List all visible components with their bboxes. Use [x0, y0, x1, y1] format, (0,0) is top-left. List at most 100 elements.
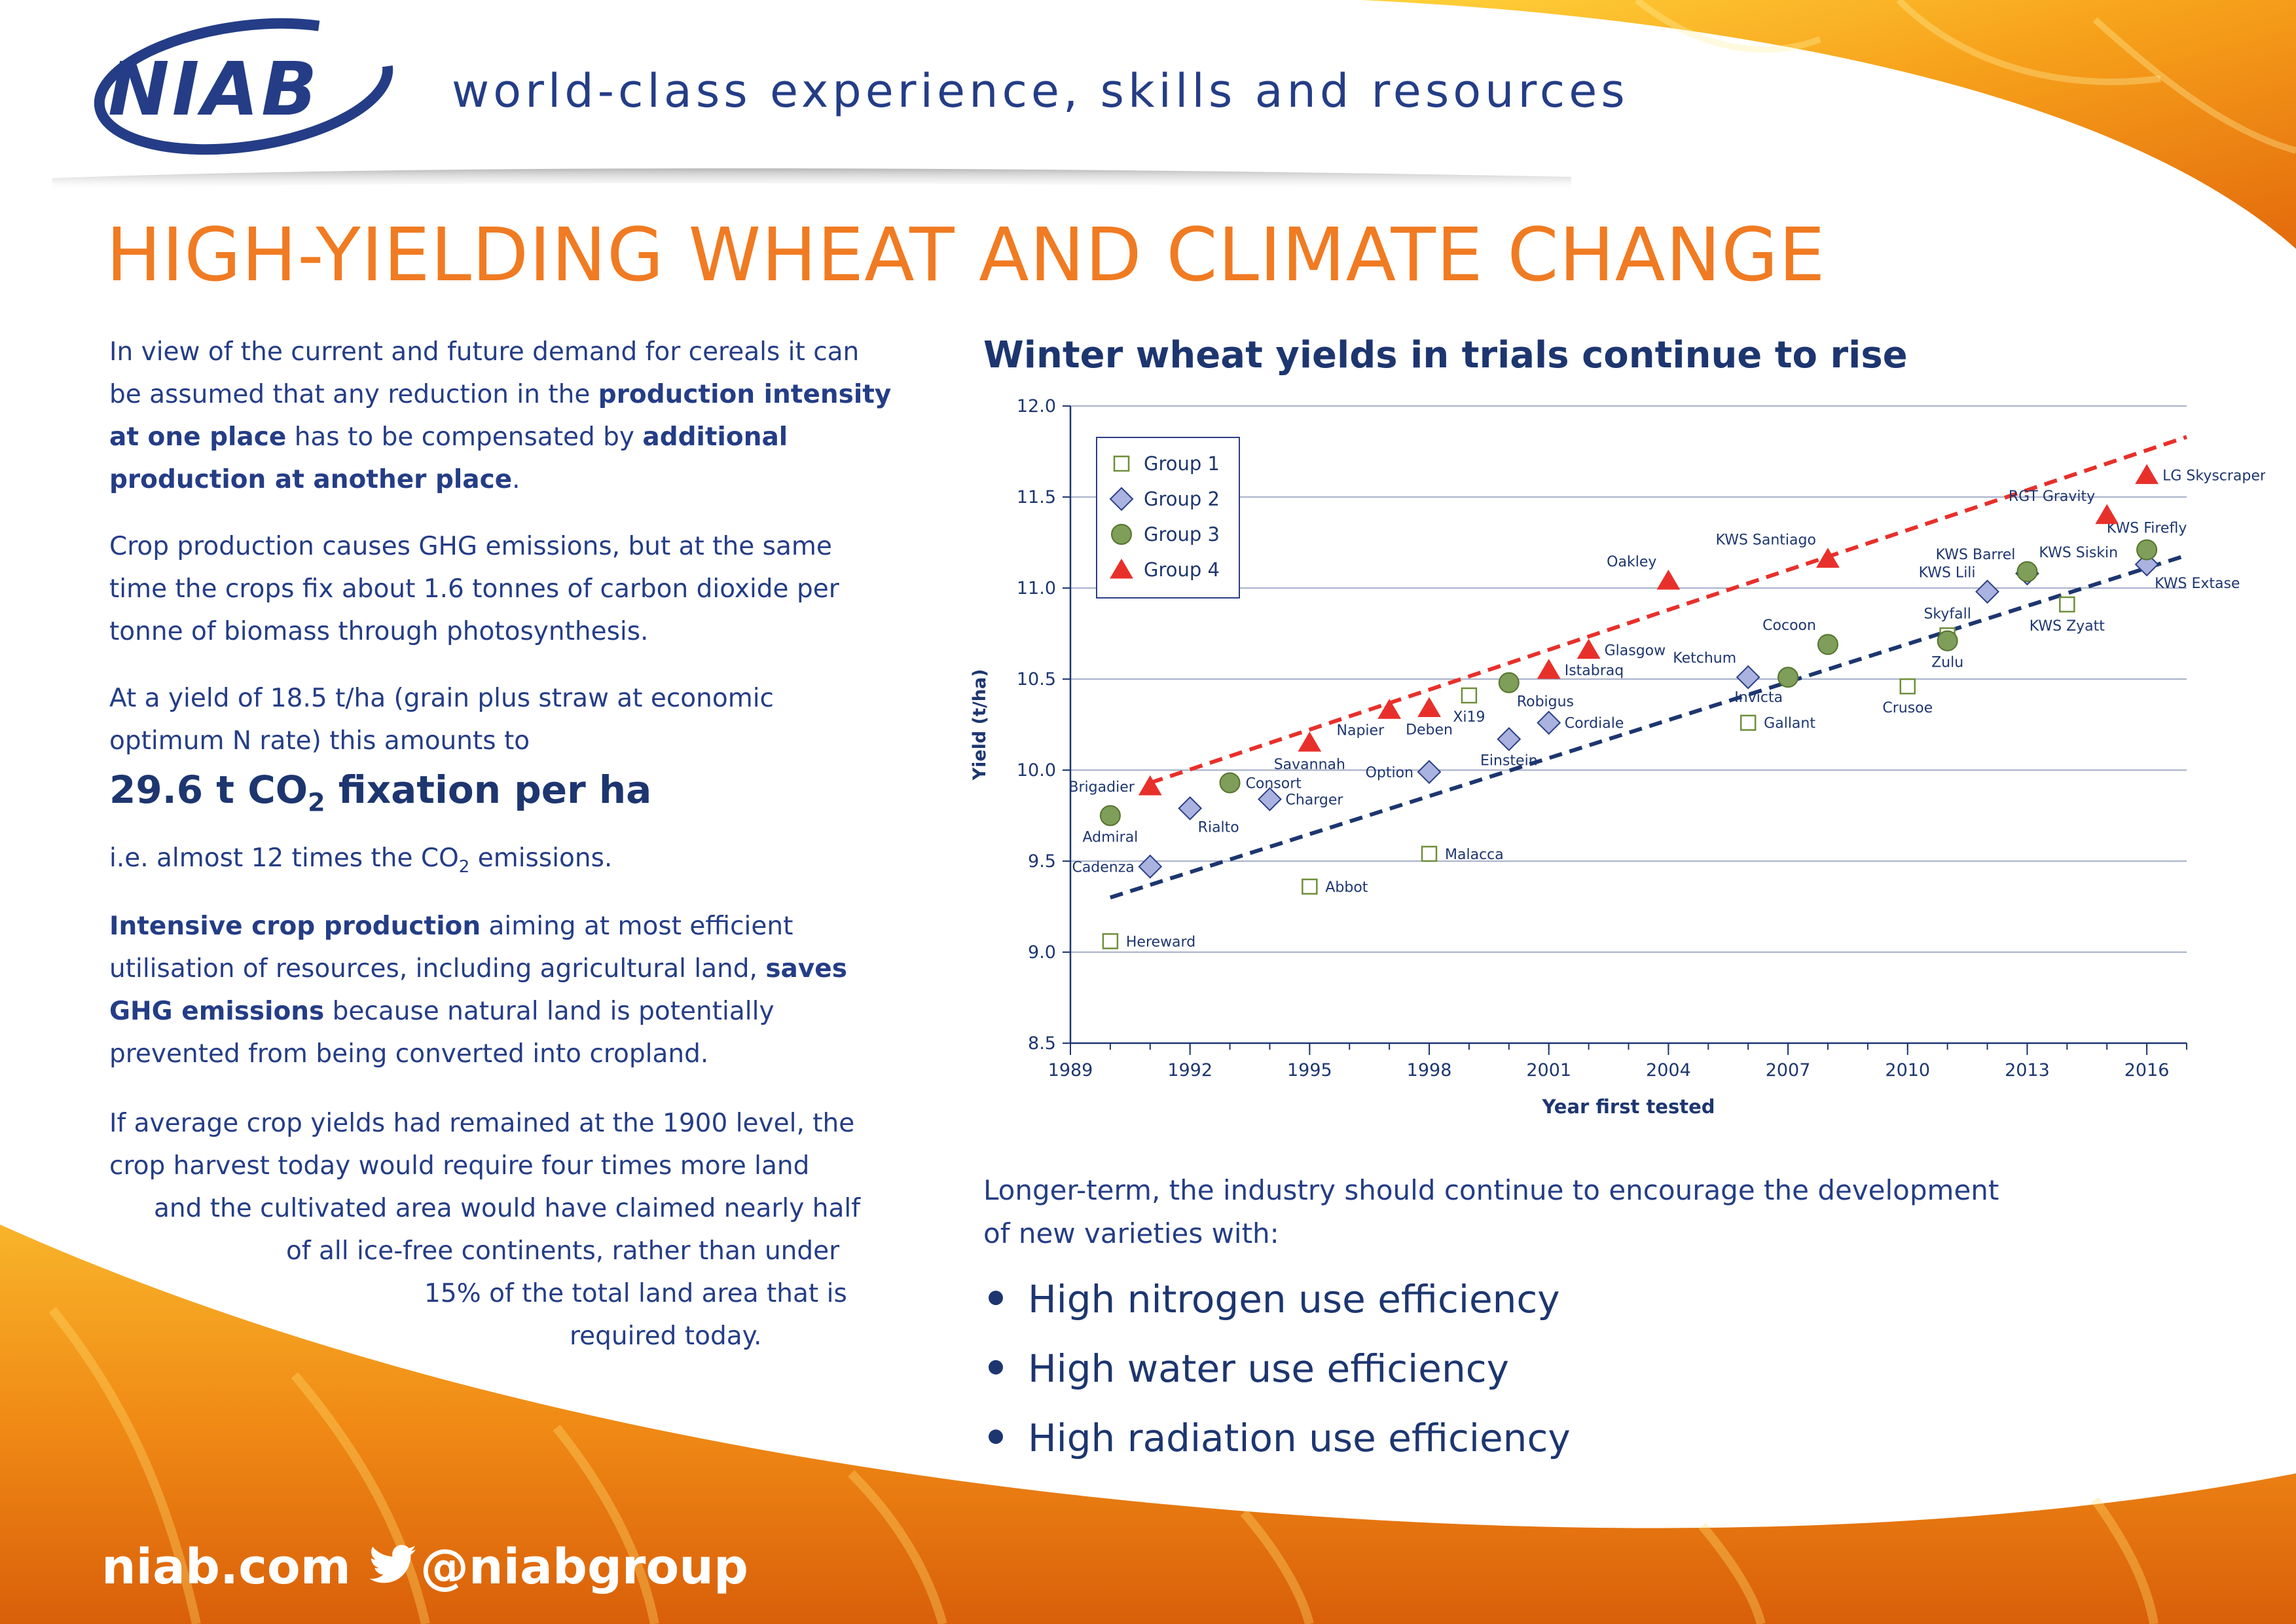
- x-axis-label: Year first tested: [1541, 1096, 1715, 1118]
- x-tick-label: 1998: [1407, 1060, 1452, 1080]
- bullet-dot-icon: [989, 1290, 1003, 1305]
- group-2-point: [1417, 760, 1442, 784]
- group-2-point: [1537, 710, 1561, 735]
- group-4-point: [1417, 697, 1441, 717]
- closing-text: Longer-term, the industry should continu…: [983, 1174, 1999, 1249]
- group-3-point: [1817, 634, 1838, 655]
- group-4-point: [1576, 638, 1601, 659]
- bullet-nitrogen: High nitrogen use efficiency: [989, 1277, 1560, 1321]
- point-label: LG Skyscraper: [2162, 468, 2265, 485]
- point-label: KWS Barrel: [1936, 547, 2016, 563]
- co2-fixation-stat: 29.6 t CO2 fixation per ha: [109, 767, 652, 817]
- group-4-point: [1816, 547, 1840, 568]
- legend-label: Group 1: [1144, 452, 1220, 475]
- paragraph-emissions: Crop production causes GHG emissions, bu…: [109, 532, 839, 646]
- trendline-group-4: [1149, 435, 2187, 785]
- point-label: Napier: [1337, 722, 1385, 739]
- point-label: Glasgow: [1605, 643, 1666, 659]
- paragraph-intensive-production: Intensive crop production aiming at most…: [109, 912, 847, 1069]
- niab-logo[interactable]: NIAB: [108, 47, 320, 132]
- point-label: Consort: [1246, 775, 1302, 792]
- twitter-handle-link[interactable]: @niabgroup: [420, 1539, 748, 1595]
- point-label: Istabraq: [1565, 663, 1624, 679]
- group-3-point: [2136, 539, 2158, 561]
- legend-circle-icon: [1111, 524, 1132, 545]
- paragraph-land-line: and the cultivated area would have claim…: [154, 1194, 860, 1223]
- bullet-dot-icon: [989, 1359, 1003, 1375]
- bullet-radiation: High radiation use efficiency: [989, 1416, 1571, 1460]
- bullet-dot-icon: [989, 1429, 1003, 1444]
- group-2-point: [1975, 580, 1999, 604]
- y-tick-label: 10.0: [1017, 760, 1056, 781]
- point-label: KWS Firefly: [2107, 521, 2187, 537]
- group-1-point: [1421, 845, 1438, 862]
- group-4-point: [1298, 731, 1322, 752]
- header-tagline: world-class experience, skills and resou…: [452, 64, 1629, 118]
- point-label: Savannah: [1274, 756, 1345, 773]
- group-1-point: [1461, 687, 1478, 704]
- paragraph-yield: At a yield of 18.5 t/ha (grain plus stra…: [109, 684, 774, 756]
- group-3-point: [1777, 667, 1799, 688]
- x-tick-label: 2004: [1646, 1060, 1691, 1080]
- point-label: Invicta: [1734, 690, 1783, 706]
- y-tick-label: 8.5: [1028, 1033, 1056, 1054]
- point-label: Zulu: [1931, 655, 1963, 671]
- point-label: Hereward: [1126, 934, 1195, 950]
- legend-label: Group 4: [1144, 559, 1220, 581]
- group-3-point: [1099, 805, 1121, 826]
- group-1-point: [1102, 933, 1119, 950]
- point-label: Einstein: [1480, 753, 1538, 769]
- x-tick-label: 1989: [1048, 1060, 1093, 1080]
- x-tick-label: 2010: [1885, 1060, 1930, 1080]
- paragraph-emissions-ratio: i.e. almost 12 times the CO2 emissions.: [109, 843, 613, 877]
- group-2-point: [1497, 727, 1522, 752]
- x-tick-label: 2016: [2124, 1060, 2170, 1080]
- twitter-bird-icon[interactable]: [369, 1544, 417, 1587]
- point-label: Rialto: [1198, 819, 1239, 836]
- legend-label: Group 3: [1144, 523, 1220, 545]
- legend-triangle-icon: [1110, 559, 1133, 579]
- group-3-point: [1498, 672, 1520, 693]
- group-4-point: [2135, 464, 2159, 485]
- point-label: RGT Gravity: [2009, 489, 2095, 505]
- group-1-point: [1302, 878, 1318, 895]
- y-tick-label: 9.5: [1028, 851, 1056, 872]
- group-3-point: [1219, 772, 1241, 794]
- group-1-point: [1740, 714, 1757, 731]
- group-4-point: [1537, 659, 1561, 679]
- point-label: Skyfall: [1923, 606, 1971, 622]
- point-label: Crusoe: [1882, 700, 1933, 716]
- group-1-point: [1899, 678, 1916, 695]
- group-1-point: [2059, 596, 2075, 613]
- point-label: Xi19: [1453, 709, 1485, 726]
- point-label: KWS Santiago: [1716, 532, 1816, 549]
- point-label: Robigus: [1517, 694, 1574, 710]
- point-label: Deben: [1406, 722, 1453, 738]
- group-4-point: [1656, 569, 1681, 590]
- point-label: Abbot: [1325, 879, 1368, 896]
- point-label: KWS Siskin: [2039, 545, 2118, 561]
- paragraph-land-line: required today.: [570, 1321, 762, 1351]
- group-2-point: [1258, 787, 1282, 811]
- y-tick-label: 12.0: [1017, 396, 1056, 416]
- group-4-point: [1138, 775, 1162, 796]
- trendline-group-2: [1109, 553, 2187, 900]
- y-tick-label: 10.5: [1017, 669, 1056, 690]
- point-label: Oakley: [1607, 554, 1656, 570]
- website-link[interactable]: niab.com: [101, 1539, 351, 1595]
- point-label: Cadenza: [1072, 859, 1134, 876]
- group-2-point: [2134, 552, 2159, 577]
- point-label: Cocoon: [1762, 618, 1816, 634]
- point-label: Brigadier: [1068, 779, 1135, 796]
- point-label: KWS Zyatt: [2030, 618, 2105, 635]
- y-tick-label: 11.5: [1017, 487, 1056, 507]
- chart-title: Winter wheat yields in trials continue t…: [983, 334, 1908, 377]
- bullet-water: High water use efficiency: [989, 1346, 1509, 1391]
- group-4-point: [1377, 699, 1402, 719]
- group-2-point: [1736, 665, 1760, 690]
- y-tick-label: 11.0: [1017, 578, 1056, 599]
- x-tick-label: 2013: [2005, 1060, 2050, 1080]
- point-label: Malacca: [1445, 847, 1504, 863]
- legend-square-icon: [1113, 455, 1130, 472]
